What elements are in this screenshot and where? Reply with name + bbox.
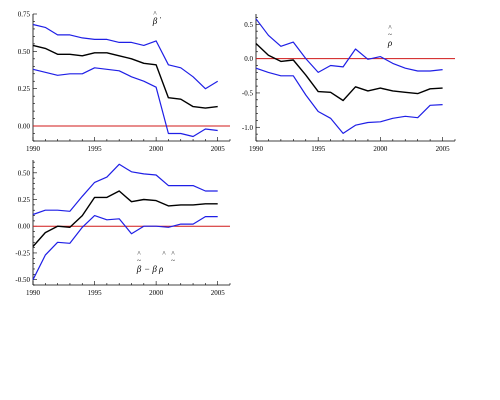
series-lower-line	[32, 67, 218, 138]
x-tick-label: 2005	[211, 145, 226, 153]
panel-3: 1990 1995 2000 2005 -0.50 -0.25 0.00 0.25 0.50	[15, 160, 231, 297]
annotation-symbol: β	[152, 16, 158, 26]
series-upper-line	[32, 23, 219, 90]
annotation-hat: ^	[388, 24, 392, 32]
series-lower-line	[255, 67, 443, 134]
series-upper-line	[255, 18, 443, 74]
annotation-prime: '	[160, 16, 161, 24]
annotation-difference: ^~β − β ρ^ ^~	[136, 250, 176, 274]
x-tick-label: 1990	[26, 289, 41, 297]
series-estimate-line	[32, 190, 218, 247]
y-tick-label: 0.50	[18, 169, 31, 177]
annotation-hat: ^	[137, 250, 141, 258]
y-tick-label: 0.00	[18, 223, 31, 231]
annotation-tilde: ~	[171, 257, 175, 265]
annotation-symbol: β	[136, 264, 142, 274]
y-tick-label: 0.75	[18, 11, 31, 19]
y-tick-label: 0.50	[18, 48, 31, 56]
annotation-expression: − β ρ	[144, 264, 164, 274]
x-tick-label: 1990	[249, 145, 264, 153]
series-lower-line	[32, 215, 218, 280]
panel-1: 1990 1995 2000 2005 0.00 0.25 0.50 0.75	[18, 11, 231, 153]
x-tick-label: 2005	[436, 145, 451, 153]
x-tick-label: 1995	[88, 289, 103, 297]
annotation-hat: ^	[153, 10, 157, 18]
x-tick-label: 2000	[373, 145, 388, 153]
x-tick-label: 1995	[311, 145, 326, 153]
y-tick-label: -0.25	[15, 249, 30, 257]
annotation-tilde: ~	[137, 257, 141, 265]
x-tick-label: 1990	[26, 145, 41, 153]
panel-2: 1990 1995 2000 2005 -1.0 -0.5 0.0 0.5	[242, 14, 456, 153]
y-tick-label: 0.25	[18, 196, 31, 204]
y-tick-label: 0.5	[244, 21, 253, 29]
x-tick-label: 1995	[88, 145, 103, 153]
x-tick-label: 2005	[211, 289, 226, 297]
y-tick-label: -1.0	[242, 124, 254, 132]
annotation-symbol: ρ	[387, 38, 393, 48]
x-tick-label: 2000	[149, 145, 164, 153]
series-estimate-line	[255, 42, 443, 102]
annotation-rho: ^~ρ	[387, 24, 393, 48]
y-tick-label: -0.5	[242, 89, 254, 97]
y-tick-label: 0.25	[18, 85, 31, 93]
series-upper-line	[32, 163, 218, 216]
y-tick-label: 0.00	[18, 123, 31, 131]
y-tick-label: 0.0	[244, 55, 253, 63]
y-tick-label: -0.50	[15, 276, 30, 284]
annotation-hat: ^	[171, 250, 175, 258]
annotation-hat: ^	[162, 250, 166, 258]
x-tick-label: 2000	[149, 289, 164, 297]
annotation-beta: ^β '	[152, 10, 162, 26]
series-estimate-line	[32, 44, 218, 109]
annotation-tilde: ~	[388, 31, 392, 39]
